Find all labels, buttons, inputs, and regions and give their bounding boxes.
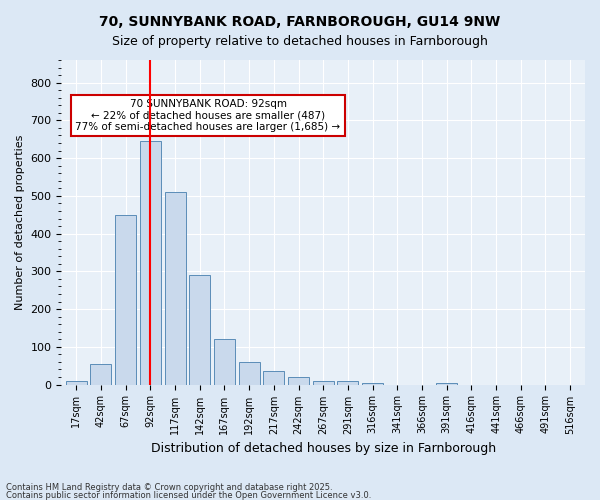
Text: 70, SUNNYBANK ROAD, FARNBOROUGH, GU14 9NW: 70, SUNNYBANK ROAD, FARNBOROUGH, GU14 9N… xyxy=(100,15,500,29)
Text: Contains HM Land Registry data © Crown copyright and database right 2025.: Contains HM Land Registry data © Crown c… xyxy=(6,483,332,492)
Bar xyxy=(214,340,235,384)
Bar xyxy=(239,362,260,384)
X-axis label: Distribution of detached houses by size in Farnborough: Distribution of detached houses by size … xyxy=(151,442,496,455)
Bar xyxy=(313,381,334,384)
Bar xyxy=(91,364,112,384)
Bar xyxy=(436,382,457,384)
Bar xyxy=(288,377,309,384)
Text: Contains public sector information licensed under the Open Government Licence v3: Contains public sector information licen… xyxy=(6,490,371,500)
Text: 70 SUNNYBANK ROAD: 92sqm
← 22% of detached houses are smaller (487)
77% of semi-: 70 SUNNYBANK ROAD: 92sqm ← 22% of detach… xyxy=(76,99,341,132)
Bar xyxy=(263,372,284,384)
Y-axis label: Number of detached properties: Number of detached properties xyxy=(15,134,25,310)
Bar xyxy=(164,192,185,384)
Bar xyxy=(362,382,383,384)
Bar xyxy=(115,214,136,384)
Bar xyxy=(140,141,161,384)
Bar xyxy=(66,381,87,384)
Bar xyxy=(189,275,210,384)
Text: Size of property relative to detached houses in Farnborough: Size of property relative to detached ho… xyxy=(112,35,488,48)
Bar xyxy=(337,381,358,384)
